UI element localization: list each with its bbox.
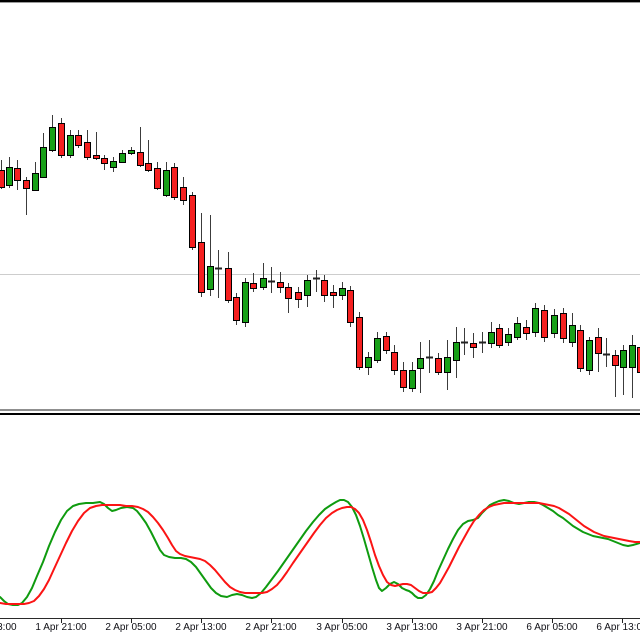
candle-body-47 [409,370,416,389]
candle-body-62 [541,310,548,338]
candle-body-41 [356,317,363,368]
candle-body-59 [514,323,521,338]
candle-body-56 [488,332,495,344]
indicator-fast-line-green [0,499,640,606]
candle-body-35 [304,280,311,296]
candle-body-28 [242,282,249,323]
candle-body-8 [67,135,74,156]
candle-body-32 [277,282,284,288]
candle-body-58 [505,334,512,343]
candle-body-14 [119,153,126,163]
candle-body-30 [260,278,267,288]
candle-body-54 [470,343,477,348]
candle-body-13 [110,161,117,168]
candle-body-63 [551,315,558,334]
candle-body-66 [577,330,584,369]
candle-body-27 [233,297,240,321]
candle-body-37 [321,280,328,296]
time-axis-ticks [61,619,623,623]
candle-body-18 [154,168,161,189]
candle-body-2 [14,168,21,181]
candle-body-19 [163,170,170,196]
candle-body-15 [128,150,135,154]
candle-body-20 [171,167,178,198]
candle-body-57 [496,328,503,346]
window-top-border [0,0,640,2]
candle-body-73 [637,347,640,373]
candle-body-44 [383,336,390,351]
candle-body-6 [49,127,56,151]
candle-body-4 [32,173,39,191]
candle-body-51 [444,357,451,373]
candle-body-5 [40,147,47,178]
candle-body-39 [339,288,346,296]
candle-body-48 [417,358,424,369]
candle-body-64 [560,313,567,339]
candle-body-22 [189,195,196,248]
candle-body-17 [145,163,152,171]
candle-body-23 [198,242,205,293]
candle-body-29 [250,283,257,289]
candle-body-46 [400,370,407,388]
candle-body-24 [207,266,214,290]
candle-body-43 [374,338,381,361]
candle-body-40 [347,290,354,323]
candle-body-72 [629,345,636,368]
candle-body-0 [0,170,5,188]
candle-body-60 [523,327,530,334]
time-axis-line [0,618,640,619]
candle-body-70 [612,355,619,366]
candle-body-7 [58,123,65,156]
candle-body-16 [137,152,144,166]
candle-body-45 [391,352,398,371]
candle-body-9 [75,135,82,146]
candle-body-38 [330,292,337,296]
candle-body-21 [180,187,187,201]
candle-body-33 [285,287,292,299]
candle-body-34 [295,292,302,300]
candle-body-61 [532,308,539,333]
candle-body-3 [23,180,30,189]
candle-body-67 [586,340,593,371]
candlestick-series [0,115,640,398]
candle-body-68 [595,337,602,354]
candle-body-42 [365,357,372,368]
window-top-border-inner [0,2,640,3]
candle-body-52 [453,342,460,361]
pane-splitter-shadow [0,409,640,411]
candle-body-10 [84,142,91,158]
candle-body-50 [435,358,442,373]
candle-body-71 [620,350,627,368]
candle-body-65 [569,325,576,343]
candle-body-12 [101,158,108,164]
candle-body-26 [225,268,232,301]
candle-body-11 [93,155,100,159]
indicator-slow-line-red [0,502,640,605]
pane-splitter[interactable] [0,413,640,415]
candle-body-1 [6,167,13,186]
